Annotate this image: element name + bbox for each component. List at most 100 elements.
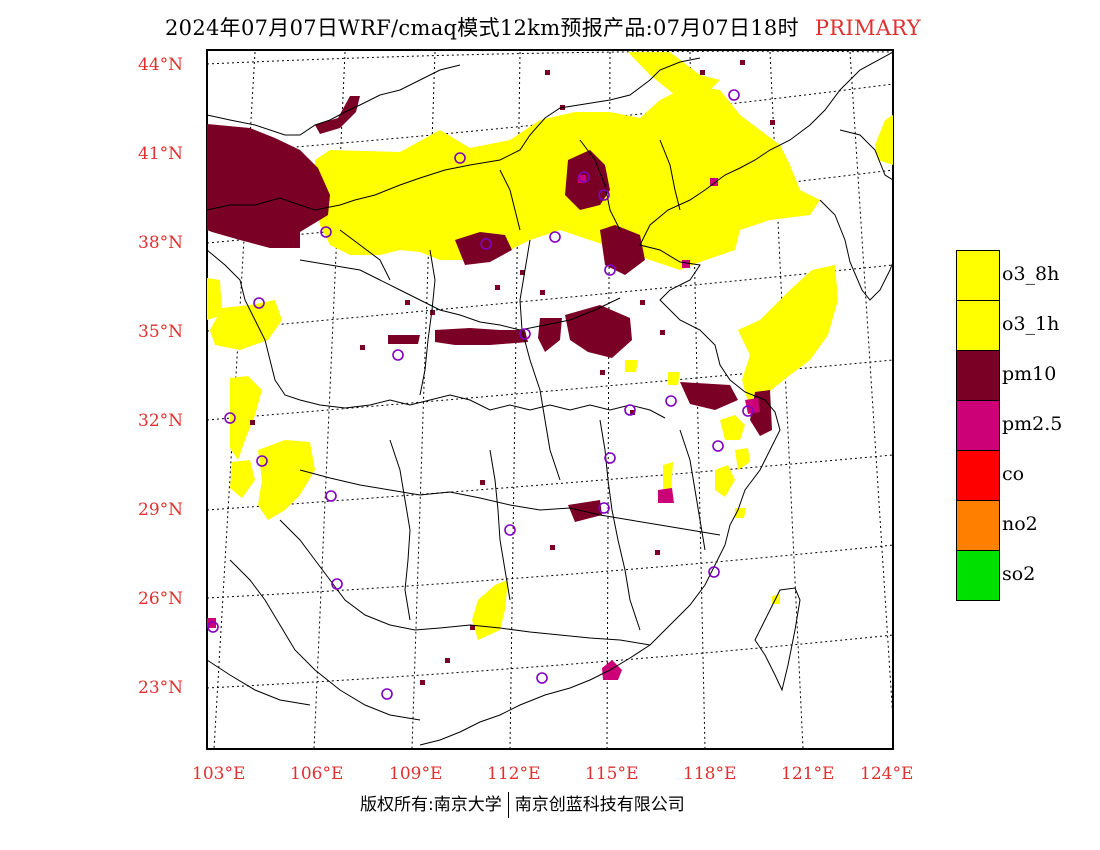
lat-label-26: 26°N (138, 589, 184, 609)
pm25-liaoning (710, 178, 718, 186)
lon-label-118: 118°E (683, 764, 737, 784)
parallel-23 (206, 634, 894, 689)
lon-label-115: 115°E (585, 764, 639, 784)
o3-west-5 (258, 440, 315, 520)
province-11 (229, 559, 421, 721)
legend-swatch (956, 500, 1000, 551)
legend-swatch (956, 250, 1000, 301)
station-markers (207, 89, 754, 700)
parallel-29 (206, 454, 894, 511)
o3-se-2 (715, 465, 735, 497)
province-3 (419, 249, 436, 396)
pm10-northwest (207, 124, 330, 248)
station-marker (665, 395, 677, 407)
map-title: 2024年07月07日WRF/cmaq模式12km预报产品:07月07日18时 P… (165, 12, 921, 42)
o3-central-2 (668, 372, 680, 385)
legend-label: no2 (1002, 513, 1038, 535)
legend-label: co (1002, 463, 1025, 485)
station-marker (320, 226, 332, 238)
station-marker (224, 412, 236, 424)
legend-label: o3_8h (1002, 263, 1060, 285)
boundaries (206, 51, 894, 746)
station-marker (454, 152, 466, 164)
copyright-right: 南京创蓝科技有限公司 (514, 795, 685, 815)
pm10-west-patch (388, 335, 420, 344)
lon-label-106: 106°E (290, 764, 344, 784)
province-16 (339, 229, 391, 281)
province-15 (499, 169, 521, 231)
province-7 (389, 439, 411, 621)
coastline-east (419, 51, 894, 746)
lat-label-23: 23°N (138, 678, 184, 698)
parallel-26 (206, 544, 894, 599)
pm25-jiangxi (658, 488, 674, 503)
lat-label-38: 38°N (138, 233, 184, 253)
pm10-shaanxi-band (435, 328, 528, 345)
station-marker (325, 490, 337, 502)
lon-label-121: 121°E (781, 764, 835, 784)
station-marker (598, 502, 610, 514)
province-8 (489, 449, 511, 601)
legend-swatch (956, 450, 1000, 501)
pm10-henan (565, 305, 632, 358)
lat-label-29: 29°N (138, 500, 184, 520)
lat-label-41: 41°N (138, 144, 184, 164)
legend-swatch (956, 350, 1000, 401)
lat-label-44: 44°N (138, 55, 184, 75)
province-5 (299, 469, 721, 536)
legend-swatch (956, 300, 1000, 351)
province-1 (206, 249, 666, 419)
taiwan (754, 587, 801, 692)
northwest-border (206, 64, 461, 136)
pm10-central-2 (538, 318, 562, 352)
lon-label-112: 112°E (487, 764, 541, 784)
station-marker (392, 349, 404, 361)
legend-swatch (956, 400, 1000, 451)
province-4 (519, 239, 561, 481)
station-marker (253, 297, 265, 309)
lon-label-103: 103°E (192, 764, 246, 784)
copyright-footer: 版权所有:南京大学 南京创蓝科技有限公司 (360, 790, 685, 818)
primary-tag: PRIMARY (814, 16, 921, 40)
pm25-shandong (682, 260, 690, 268)
station-marker (604, 452, 616, 464)
legend-label: pm10 (1002, 363, 1057, 385)
o3-west-3 (230, 376, 262, 460)
o3-se-3 (735, 448, 750, 470)
o3-east-coast (738, 265, 838, 402)
station-marker (536, 672, 548, 684)
mongolia-border (206, 57, 701, 211)
pm10-jiangsu (680, 382, 738, 410)
province-14 (659, 139, 681, 211)
legend-label: o3_1h (1002, 313, 1060, 335)
o3-west-1 (207, 278, 222, 320)
copyright-left: 版权所有:南京大学 (360, 795, 502, 815)
meridian-124 (849, 51, 894, 721)
legend-label: pm2.5 (1002, 413, 1063, 435)
pm25-yangtze (745, 398, 760, 414)
o3-central-1 (625, 360, 638, 372)
o3-ne-top (628, 52, 720, 100)
korea-ne (819, 199, 894, 301)
station-marker (712, 440, 724, 452)
ne-border (839, 129, 894, 181)
legend-label: so2 (1002, 563, 1036, 585)
o3-se-1 (720, 415, 745, 440)
parallel-35 (206, 264, 894, 332)
station-marker (742, 405, 754, 417)
province-13 (579, 139, 621, 231)
station-marker (604, 264, 616, 276)
parallel-41 (206, 83, 894, 155)
lon-label-124: 124°E (860, 764, 914, 784)
lon-label-109: 109°E (389, 764, 443, 784)
station-marker (624, 404, 636, 416)
station-marker (728, 89, 740, 101)
station-marker (598, 189, 610, 201)
pm10-inner-mongolia (315, 96, 360, 134)
o3-west-4 (230, 460, 255, 498)
pm25-areas (207, 175, 760, 680)
station-marker (381, 688, 393, 700)
station-marker (549, 231, 561, 243)
